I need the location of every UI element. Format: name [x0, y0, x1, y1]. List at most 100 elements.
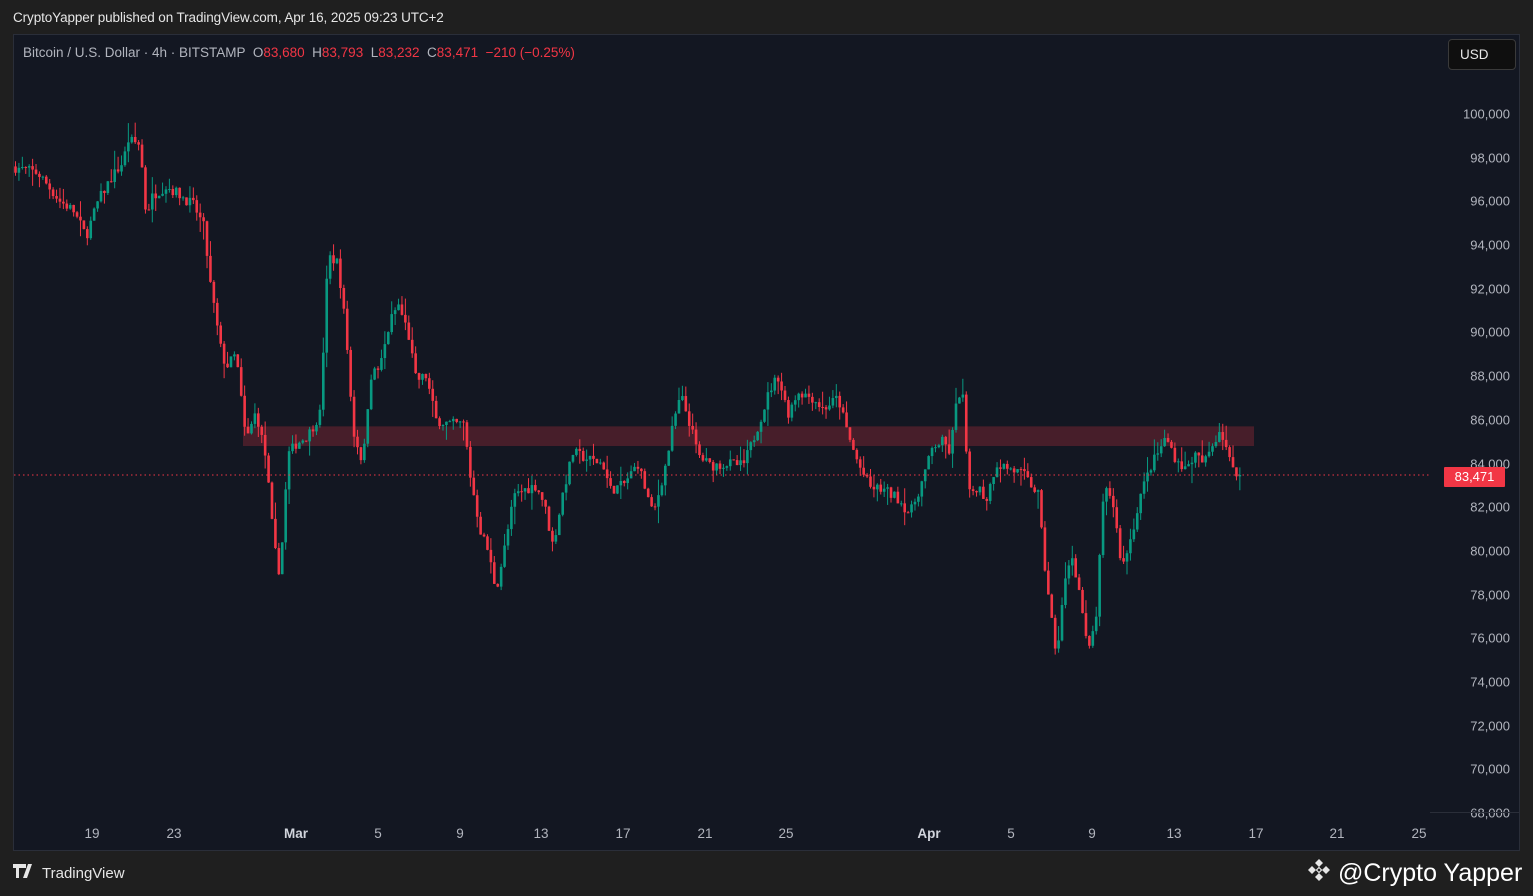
candle-body: [1159, 446, 1163, 454]
time-tick: 17: [1248, 826, 1264, 841]
candle-body: [291, 443, 294, 452]
currency-button[interactable]: USD: [1448, 39, 1516, 70]
price-tick: 68,000: [1470, 805, 1510, 821]
candle-body: [246, 426, 250, 434]
candle-body: [44, 176, 48, 184]
candle-body: [168, 189, 171, 191]
candle-body: [475, 495, 479, 517]
candle-body: [694, 429, 698, 445]
candle-body: [732, 459, 735, 461]
candle-body: [451, 418, 455, 422]
candle-body: [376, 368, 380, 370]
candlestick-plot[interactable]: [14, 70, 1430, 812]
candle-body: [773, 377, 777, 391]
candle-body: [664, 465, 667, 486]
time-axis[interactable]: 19 23 Mar 5 9 13 17 21 25 Apr 5 9 13 17 21 25: [14, 822, 1434, 846]
candle-body: [130, 136, 134, 143]
candle-body: [363, 443, 366, 461]
candle-body: [482, 534, 486, 537]
candle-body: [404, 314, 407, 323]
candle-body: [1149, 470, 1153, 473]
candle-body: [937, 445, 941, 448]
candle-body: [209, 255, 212, 282]
candle-body: [1060, 604, 1064, 641]
candle-body: [304, 440, 308, 442]
candle-body: [400, 304, 404, 315]
candle-body: [383, 344, 387, 359]
candle-body: [1218, 432, 1221, 442]
candle-body: [332, 255, 335, 264]
candle-body: [38, 173, 41, 177]
candle-body: [1002, 463, 1006, 469]
candle-body: [872, 486, 876, 490]
price-tick: 100,000: [1463, 106, 1510, 122]
candle-body: [759, 421, 763, 432]
candle-body: [899, 503, 903, 505]
candle-body: [633, 466, 636, 472]
price-tick: 78,000: [1470, 587, 1510, 603]
candle-body: [653, 506, 657, 508]
candle-body: [537, 490, 541, 493]
candle-body: [913, 501, 917, 505]
candle-body: [21, 166, 24, 168]
candle-body: [612, 485, 616, 494]
candle-body: [776, 377, 780, 382]
candle-body: [301, 440, 305, 443]
candle-body: [640, 468, 643, 472]
candle-body: [263, 434, 267, 456]
candle-body: [988, 484, 992, 501]
candle-body: [222, 343, 226, 364]
price-tick: 92,000: [1470, 281, 1510, 297]
candle-body: [1142, 481, 1146, 494]
candle-body: [1108, 488, 1112, 496]
time-tick: 5: [374, 826, 382, 841]
candle-body: [1023, 469, 1026, 472]
candle-body: [17, 167, 21, 173]
candle-body: [780, 381, 783, 391]
candle-body: [793, 400, 797, 405]
candle-body: [185, 197, 188, 206]
candle-body: [896, 491, 900, 504]
candle-body: [503, 545, 506, 567]
candle-body: [1098, 555, 1101, 617]
candle-body: [1016, 469, 1019, 473]
candle-body: [1094, 616, 1098, 632]
candle-body: [595, 458, 599, 464]
time-tick: 21: [1329, 826, 1345, 841]
candle-body: [807, 393, 811, 397]
candle-body: [308, 429, 311, 442]
candle-body: [975, 491, 978, 493]
price-axis[interactable]: 100,000 98,000 96,000 94,000 92,000 90,000 88,…: [1430, 70, 1510, 821]
high-label: H: [312, 45, 322, 60]
candle-body: [1101, 501, 1105, 556]
author-watermark: @Crypto Yapper: [1306, 857, 1522, 890]
candle-body: [352, 396, 356, 437]
candle-body: [407, 322, 411, 340]
candle-body: [455, 418, 458, 422]
candle-body: [609, 478, 612, 486]
candle-body: [280, 542, 284, 575]
candle-body: [592, 455, 595, 459]
open-value: 83,680: [263, 45, 305, 60]
candle-body: [725, 466, 729, 468]
candle-body: [92, 208, 96, 221]
candle-body: [1129, 539, 1132, 554]
candle-body: [499, 566, 503, 587]
candle-body: [889, 487, 893, 498]
candle-body: [1012, 468, 1016, 473]
candle-body: [72, 204, 75, 213]
candle-body: [287, 451, 291, 490]
candle-body: [626, 478, 629, 484]
candle-body: [1112, 495, 1115, 508]
candle-body: [845, 412, 848, 428]
time-tick: Apr: [917, 826, 941, 841]
price-tick: 96,000: [1470, 193, 1510, 209]
candle-body: [133, 136, 137, 143]
candle-body: [1132, 529, 1136, 540]
candle-body: [568, 461, 571, 485]
candle-body: [995, 467, 999, 478]
candle-body: [1118, 528, 1122, 559]
candle-body: [1077, 577, 1081, 590]
candle-body: [951, 429, 954, 454]
candle-body: [328, 255, 332, 279]
